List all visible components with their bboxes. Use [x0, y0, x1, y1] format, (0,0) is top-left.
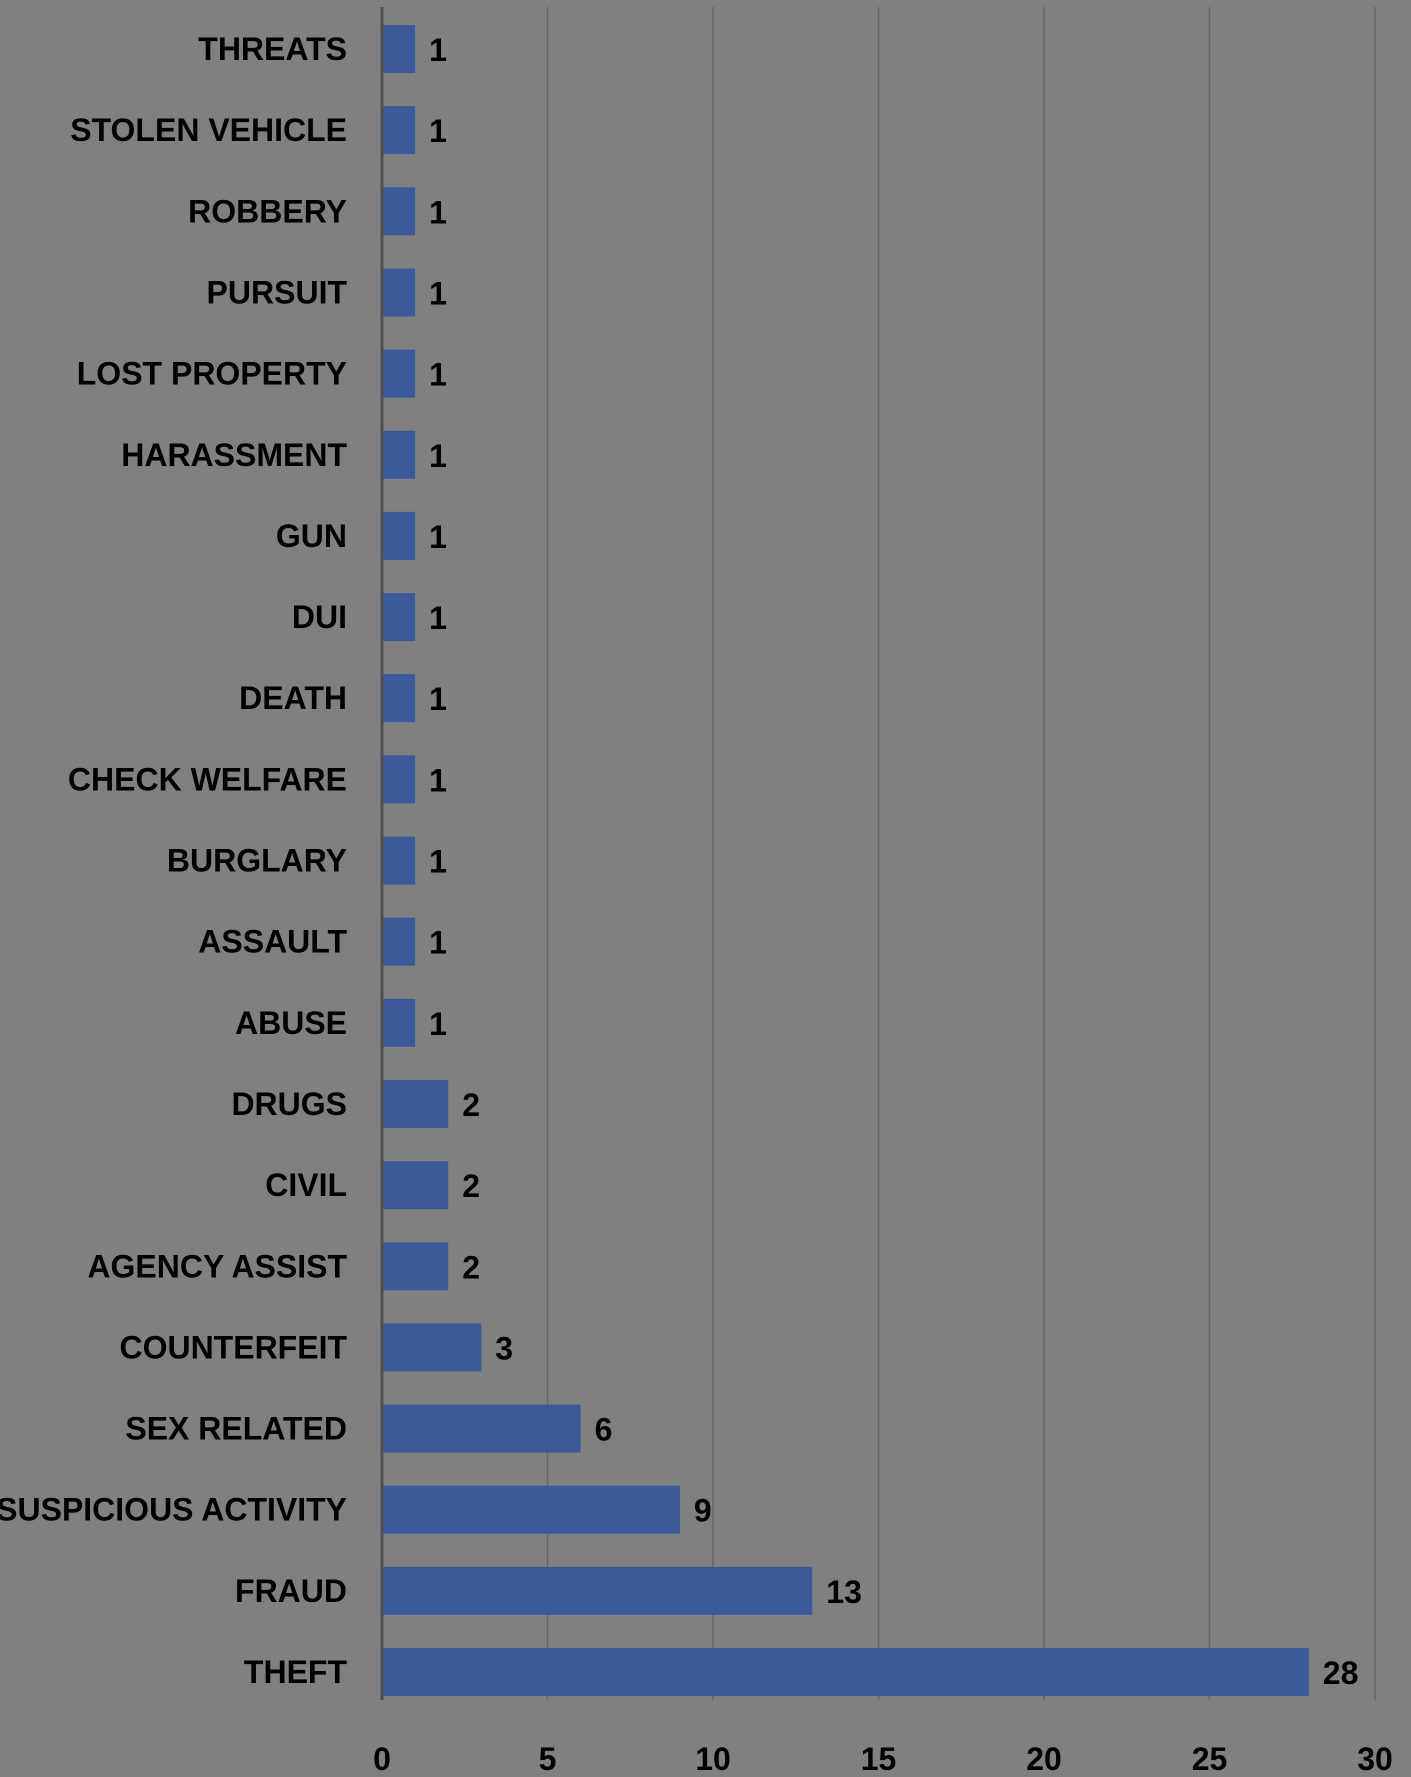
- data-label: 1: [429, 194, 447, 230]
- bar: [382, 593, 416, 642]
- data-label: 2: [462, 1087, 480, 1123]
- x-tick-label: 20: [1026, 1741, 1062, 1777]
- bar: [382, 268, 416, 317]
- x-tick-label: 30: [1357, 1741, 1393, 1777]
- data-label: 1: [429, 357, 447, 393]
- category-label: SEX RELATED: [125, 1411, 347, 1447]
- bar: [382, 1242, 449, 1291]
- data-label: 1: [429, 519, 447, 555]
- bar: [382, 1161, 449, 1210]
- bar: [382, 1485, 680, 1534]
- category-label: DUI: [292, 599, 347, 635]
- data-label: 1: [429, 844, 447, 880]
- category-label: STOLEN VEHICLE: [70, 112, 347, 148]
- data-label: 1: [429, 1006, 447, 1042]
- category-label: ABUSE: [235, 1005, 347, 1041]
- bars: [382, 25, 1309, 1696]
- data-label: 9: [694, 1493, 712, 1529]
- x-tick-label: 0: [373, 1741, 391, 1777]
- data-label: 1: [429, 681, 447, 717]
- x-tick-label: 10: [695, 1741, 731, 1777]
- data-label: 1: [429, 113, 447, 149]
- category-labels: THREATS STOLEN VEHICLE ROBBERY PURSUIT LOST …: [0, 31, 347, 1690]
- category-label: LOST PROPERTY: [77, 356, 347, 392]
- data-label: 1: [429, 600, 447, 636]
- category-label: SUSPICIOUS ACTIVITY: [0, 1492, 347, 1528]
- gridlines: [546, 7, 1376, 1700]
- value-labels: 1 1 1 1 1 1 1 1 1 1 1 1 1 2 2 2 3 6 9 13 28: [429, 32, 1358, 1691]
- category-label: COUNTERFEIT: [119, 1329, 347, 1365]
- x-tick-labels: 0 5 10 15 20 25 30: [373, 1741, 1393, 1777]
- bar: [382, 187, 416, 236]
- bar: [382, 836, 416, 885]
- bar: [382, 511, 416, 560]
- bar: [382, 674, 416, 723]
- category-label: DEATH: [239, 680, 347, 716]
- bar: [382, 998, 416, 1047]
- data-label: 6: [595, 1412, 613, 1448]
- category-label: CIVIL: [265, 1167, 347, 1203]
- x-tick-label: 5: [539, 1741, 557, 1777]
- x-tick-label: 25: [1192, 1741, 1228, 1777]
- category-label: FRAUD: [235, 1573, 347, 1609]
- bar: [382, 106, 416, 155]
- bar: [382, 1648, 1309, 1696]
- category-label: ROBBERY: [188, 193, 347, 229]
- x-tick-label: 15: [861, 1741, 897, 1777]
- category-label: HARASSMENT: [121, 437, 347, 473]
- bar: [382, 1404, 581, 1453]
- category-label: THEFT: [244, 1654, 348, 1690]
- bar: [382, 755, 416, 804]
- data-label: 1: [429, 762, 447, 798]
- category-label: PURSUIT: [207, 274, 348, 310]
- data-label: 13: [826, 1574, 862, 1610]
- bar: [382, 1566, 813, 1615]
- data-label: 2: [462, 1168, 480, 1204]
- category-label: BURGLARY: [167, 843, 347, 879]
- data-label: 1: [429, 32, 447, 68]
- category-label: ASSAULT: [198, 924, 347, 960]
- data-label: 1: [429, 925, 447, 961]
- category-label: AGENCY ASSIST: [87, 1248, 347, 1284]
- data-label: 2: [462, 1249, 480, 1285]
- bar: [382, 917, 416, 966]
- category-label: DRUGS: [231, 1086, 347, 1122]
- category-label: GUN: [276, 518, 347, 554]
- category-label: CHECK WELFARE: [68, 761, 347, 797]
- bar: [382, 1079, 449, 1128]
- data-label: 1: [429, 275, 447, 311]
- data-label: 3: [495, 1330, 513, 1366]
- category-label: THREATS: [198, 31, 347, 67]
- data-label: 28: [1323, 1655, 1359, 1691]
- bar: [382, 1323, 482, 1372]
- bar: [382, 430, 416, 479]
- data-label: 1: [429, 438, 447, 474]
- bar: [382, 25, 416, 73]
- bar: [382, 349, 416, 398]
